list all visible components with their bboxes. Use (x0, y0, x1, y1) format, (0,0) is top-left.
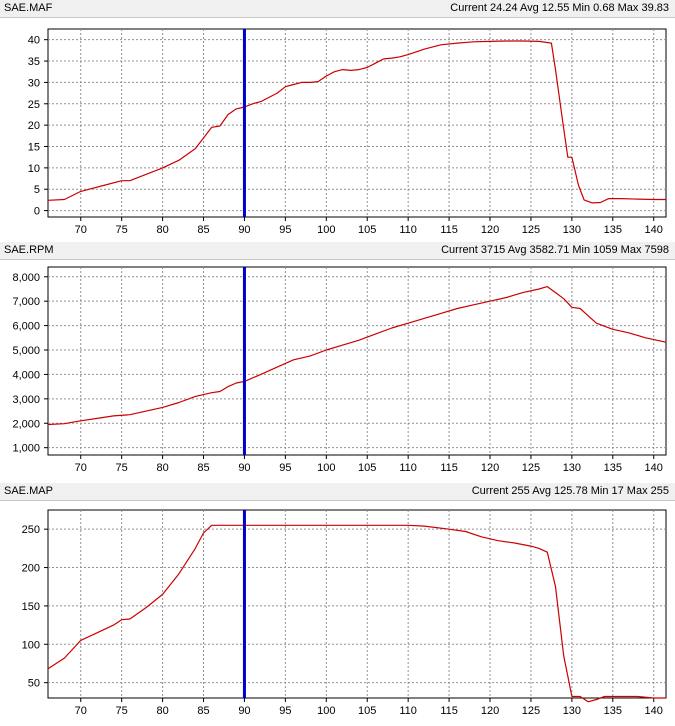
rpm-x-tick-label: 75 (116, 462, 128, 474)
maf-x-tick-label: 70 (75, 224, 87, 236)
map-x-tick-label: 90 (238, 705, 250, 717)
map-title: SAE.MAP (4, 485, 53, 497)
maf-y-tick-label: 15 (28, 142, 40, 154)
maf-x-tick-label: 90 (238, 224, 250, 236)
rpm-x-tick-label: 130 (563, 462, 581, 474)
map-x-tick-label: 85 (197, 705, 209, 717)
map-x-tick-label: 110 (399, 705, 417, 717)
map-chart[interactable]: 70 75 80 85 90 95 100 105 110 115 120 125 130 135 140 5… (0, 500, 675, 726)
rpm-x-tick-label: 85 (197, 462, 209, 474)
rpm-y-tick-label: 6,000 (12, 321, 40, 333)
rpm-x-tick-label: 120 (481, 462, 499, 474)
rpm-x-tick-label: 70 (75, 462, 87, 474)
map-header: SAE.MAP Current 255 Avg 125.78 Min 17 Ma… (0, 483, 675, 501)
rpm-x-tick-label: 115 (440, 462, 458, 474)
map-y-tick-label: 250 (22, 524, 40, 536)
map-y-tick-label: 50 (28, 678, 40, 690)
maf-y-tick-label: 25 (28, 99, 40, 111)
rpm-x-tick-label: 95 (279, 462, 291, 474)
maf-x-tick-label: 110 (399, 224, 417, 236)
maf-y-tick-label: 20 (28, 120, 40, 132)
map-plot-area (47, 509, 667, 699)
map-x-tick-label: 95 (279, 705, 291, 717)
maf-header: SAE.MAF Current 24.24 Avg 12.55 Min 0.68… (0, 0, 675, 18)
map-series-line (47, 524, 666, 703)
map-x-tick-label: 80 (156, 705, 168, 717)
map-panel: SAE.MAP Current 255 Avg 125.78 Min 17 Ma… (0, 483, 675, 726)
maf-x-tick-label: 125 (522, 224, 540, 236)
rpm-x-tick-label: 110 (399, 462, 417, 474)
rpm-x-tick-label: 105 (358, 462, 376, 474)
maf-series-line (47, 40, 666, 204)
rpm-y-tick-label: 4,000 (12, 369, 40, 381)
maf-title: SAE.MAF (4, 2, 53, 14)
maf-panel: SAE.MAF Current 24.24 Avg 12.55 Min 0.68… (0, 0, 675, 242)
map-x-tick-label: 70 (75, 705, 87, 717)
maf-x-tick-label: 135 (604, 224, 622, 236)
maf-x-tick-label: 100 (317, 224, 335, 236)
maf-y-tick-label: 10 (28, 163, 40, 175)
map-x-tick-label: 75 (116, 705, 128, 717)
maf-x-tick-label: 95 (279, 224, 291, 236)
rpm-x-tick-label: 135 (604, 462, 622, 474)
maf-x-tick-label: 80 (156, 224, 168, 236)
rpm-x-tick-label: 90 (238, 462, 250, 474)
maf-x-tick-label: 115 (440, 224, 458, 236)
rpm-x-tick-label: 140 (645, 462, 663, 474)
rpm-x-tick-label: 100 (317, 462, 335, 474)
map-y-tick-label: 100 (22, 639, 40, 651)
maf-y-tick-label: 0 (34, 206, 40, 218)
rpm-chart[interactable]: 70 75 80 85 90 95 100 105 110 115 120 125 130 135 140 1… (0, 259, 675, 483)
maf-x-tick-label: 120 (481, 224, 499, 236)
maf-x-tick-label: 75 (116, 224, 128, 236)
map-x-tick-label: 140 (645, 705, 663, 717)
maf-x-tick-label: 105 (358, 224, 376, 236)
rpm-panel: SAE.RPM Current 3715 Avg 3582.71 Min 105… (0, 242, 675, 483)
map-x-tick-label: 115 (440, 705, 458, 717)
map-x-tick-label: 120 (481, 705, 499, 717)
map-x-tick-label: 125 (522, 705, 540, 717)
rpm-y-tick-label: 2,000 (12, 418, 40, 430)
maf-y-tick-label: 35 (28, 56, 40, 68)
maf-x-tick-label: 85 (197, 224, 209, 236)
map-y-tick-label: 200 (22, 563, 40, 575)
maf-stats: Current 24.24 Avg 12.55 Min 0.68 Max 39.… (450, 2, 669, 14)
map-y-tick-label: 150 (22, 601, 40, 613)
map-x-tick-label: 135 (604, 705, 622, 717)
rpm-x-tick-label: 125 (522, 462, 540, 474)
rpm-y-tick-label: 3,000 (12, 394, 40, 406)
rpm-y-tick-label: 7,000 (12, 296, 40, 308)
rpm-x-tick-label: 80 (156, 462, 168, 474)
rpm-title: SAE.RPM (4, 244, 54, 256)
rpm-y-tick-label: 5,000 (12, 345, 40, 357)
map-x-tick-label: 105 (358, 705, 376, 717)
rpm-plot-area (47, 266, 667, 456)
rpm-header: SAE.RPM Current 3715 Avg 3582.71 Min 105… (0, 242, 675, 260)
map-x-tick-label: 100 (317, 705, 335, 717)
maf-y-tick-label: 5 (34, 184, 40, 196)
map-x-tick-label: 130 (563, 705, 581, 717)
maf-chart[interactable]: 70 75 80 85 90 95 100 105 110 115 120 125 130 135 1400… (0, 17, 675, 242)
rpm-y-tick-label: 8,000 (12, 272, 40, 284)
maf-x-tick-label: 130 (563, 224, 581, 236)
maf-x-tick-label: 140 (645, 224, 663, 236)
maf-y-tick-label: 30 (28, 77, 40, 89)
map-stats: Current 255 Avg 125.78 Min 17 Max 255 (471, 485, 669, 497)
rpm-y-tick-label: 1,000 (12, 443, 40, 455)
rpm-series-line (47, 286, 667, 426)
rpm-stats: Current 3715 Avg 3582.71 Min 1059 Max 75… (441, 244, 669, 256)
maf-y-tick-label: 40 (28, 35, 40, 47)
